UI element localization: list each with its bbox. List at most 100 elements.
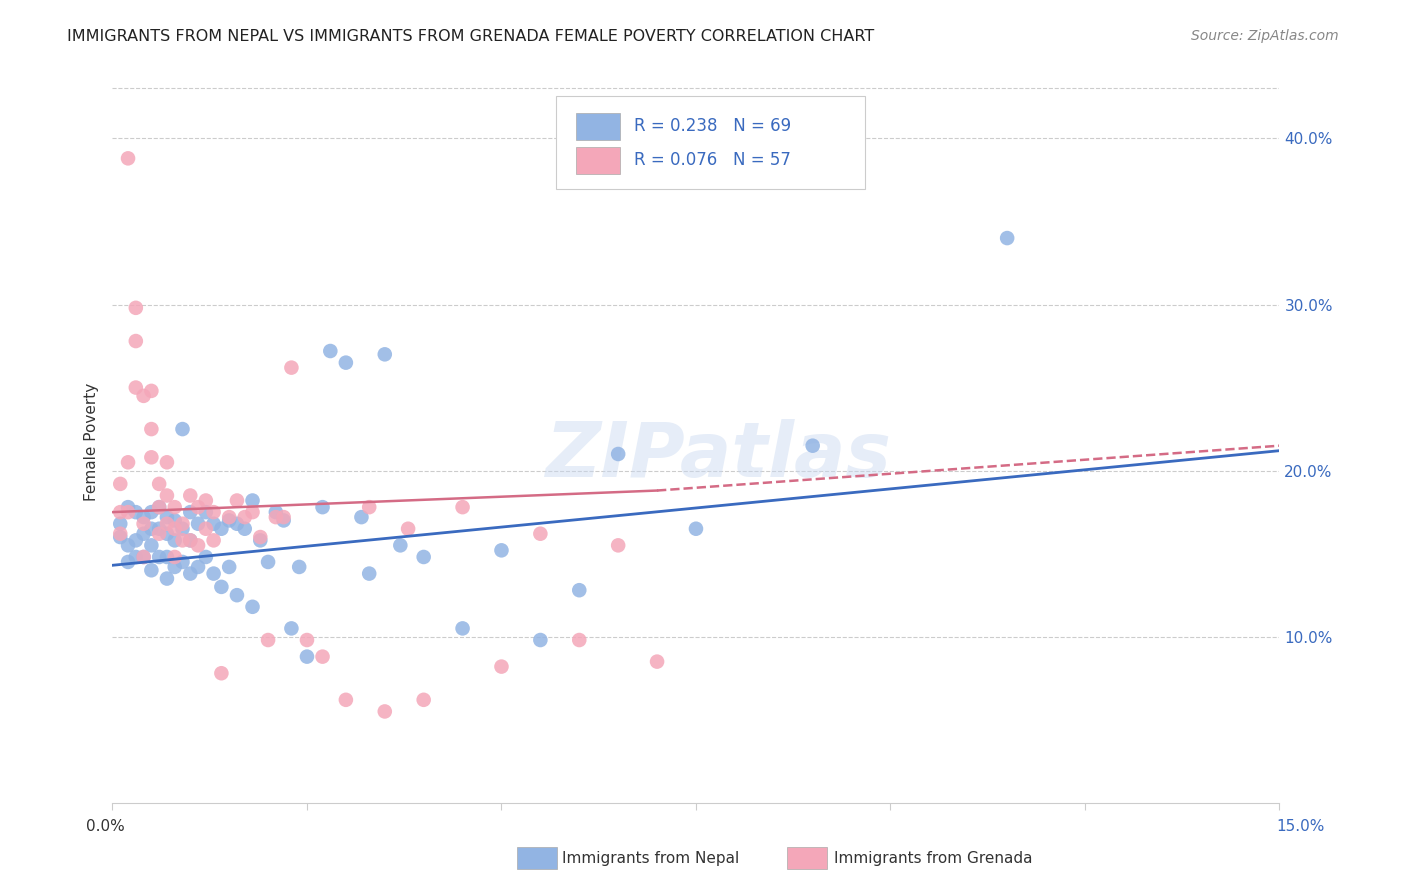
Point xyxy=(172,555,194,569)
Point xyxy=(187,500,209,515)
Point xyxy=(117,455,139,469)
Point xyxy=(280,621,302,635)
Point xyxy=(125,380,148,394)
Point xyxy=(156,455,179,469)
Point xyxy=(218,513,240,527)
Point xyxy=(311,500,333,515)
Point xyxy=(132,549,155,564)
Point xyxy=(187,560,209,574)
Point xyxy=(156,526,179,541)
Point xyxy=(685,522,707,536)
Point xyxy=(202,533,225,548)
Point xyxy=(194,493,217,508)
Point xyxy=(249,533,271,548)
Point xyxy=(194,522,217,536)
Point xyxy=(335,356,357,370)
Text: 0.0%: 0.0% xyxy=(86,820,125,834)
Point xyxy=(179,489,201,503)
Point xyxy=(226,516,249,531)
Point xyxy=(218,510,240,524)
Point xyxy=(607,447,630,461)
Point xyxy=(110,516,132,531)
Text: R = 0.076   N = 57: R = 0.076 N = 57 xyxy=(634,152,792,169)
Point xyxy=(374,705,396,719)
Point xyxy=(148,549,170,564)
Point xyxy=(412,693,434,707)
Point xyxy=(257,555,280,569)
Point xyxy=(172,516,194,531)
Point xyxy=(491,659,513,673)
Point xyxy=(194,549,217,564)
Point xyxy=(568,583,591,598)
Point xyxy=(257,633,280,648)
Point xyxy=(132,526,155,541)
Point xyxy=(187,516,209,531)
Text: Source: ZipAtlas.com: Source: ZipAtlas.com xyxy=(1191,29,1339,43)
Point xyxy=(529,633,551,648)
Text: 15.0%: 15.0% xyxy=(1277,820,1324,834)
Point xyxy=(233,510,256,524)
Text: Immigrants from Grenada: Immigrants from Grenada xyxy=(834,851,1032,865)
Point xyxy=(163,513,186,527)
Point xyxy=(132,516,155,531)
Point xyxy=(148,476,170,491)
Point xyxy=(141,450,163,465)
Text: IMMIGRANTS FROM NEPAL VS IMMIGRANTS FROM GRENADA FEMALE POVERTY CORRELATION CHAR: IMMIGRANTS FROM NEPAL VS IMMIGRANTS FROM… xyxy=(67,29,875,44)
Point xyxy=(288,560,311,574)
FancyBboxPatch shape xyxy=(576,146,620,174)
Point xyxy=(264,510,287,524)
Point xyxy=(156,572,179,586)
Point xyxy=(218,560,240,574)
Point xyxy=(491,543,513,558)
Point xyxy=(202,516,225,531)
Point xyxy=(179,533,201,548)
Point xyxy=(350,510,373,524)
Point xyxy=(396,522,419,536)
Point xyxy=(319,344,342,359)
Point xyxy=(209,666,232,681)
Point xyxy=(110,530,132,544)
Point xyxy=(148,522,170,536)
Point xyxy=(335,693,357,707)
Point xyxy=(141,538,163,552)
Point xyxy=(156,510,179,524)
Point xyxy=(389,538,412,552)
Point xyxy=(295,633,318,648)
Point xyxy=(117,152,139,166)
Point xyxy=(202,566,225,581)
Point xyxy=(374,347,396,361)
Point xyxy=(117,555,139,569)
Point xyxy=(242,493,264,508)
Point xyxy=(141,563,163,577)
Point xyxy=(172,422,194,436)
Point xyxy=(148,500,170,515)
Point xyxy=(110,476,132,491)
FancyBboxPatch shape xyxy=(576,112,620,140)
Point xyxy=(125,533,148,548)
Point xyxy=(125,334,148,348)
Point xyxy=(163,560,186,574)
Point xyxy=(179,533,201,548)
Point xyxy=(141,384,163,398)
Point xyxy=(295,649,318,664)
Point xyxy=(141,422,163,436)
Point xyxy=(110,505,132,519)
Point xyxy=(125,301,148,315)
Point xyxy=(172,533,194,548)
Point xyxy=(273,510,295,524)
Point xyxy=(156,489,179,503)
Point xyxy=(242,505,264,519)
Point xyxy=(117,538,139,552)
Point xyxy=(233,522,256,536)
Point xyxy=(273,513,295,527)
Text: Immigrants from Nepal: Immigrants from Nepal xyxy=(562,851,740,865)
Point xyxy=(412,549,434,564)
Point xyxy=(202,505,225,519)
Point xyxy=(163,533,186,548)
Point xyxy=(249,530,271,544)
Point xyxy=(110,526,132,541)
Point xyxy=(359,500,381,515)
Point xyxy=(163,549,186,564)
Point xyxy=(995,231,1018,245)
Point xyxy=(132,389,155,403)
